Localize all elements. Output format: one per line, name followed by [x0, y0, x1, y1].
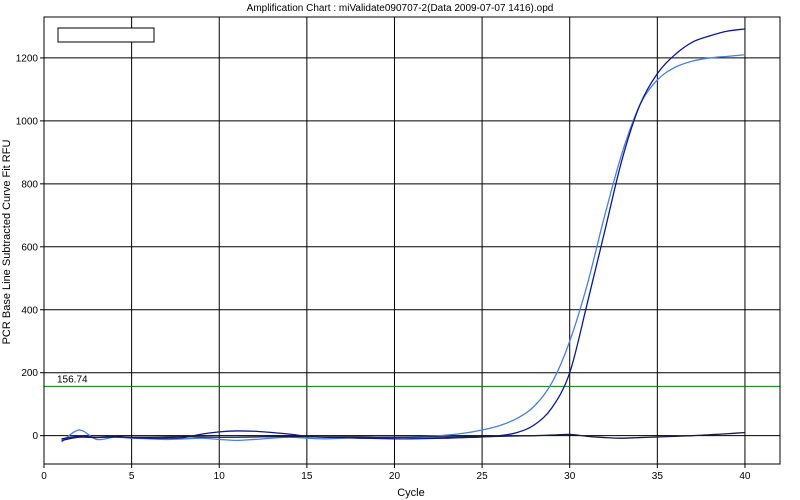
y-tick-label: 0 [32, 431, 38, 442]
y-tick-label: 400 [21, 305, 38, 316]
series-line-2[interactable] [61, 28, 746, 440]
x-tick-label: 35 [652, 471, 664, 482]
series-group [61, 28, 746, 443]
y-axis-label: PCR Base Line Subtracted Curve Fit RFU [1, 140, 13, 345]
y-tick-label: 200 [21, 368, 38, 379]
x-tick-label: 30 [564, 471, 576, 482]
x-tick-label: 15 [301, 471, 313, 482]
x-tick-label: 5 [129, 471, 135, 482]
y-tick-label: 1200 [16, 53, 39, 64]
grid [44, 17, 780, 464]
x-tick-label: 40 [739, 471, 751, 482]
legend-box [57, 27, 155, 43]
y-tick-label: 800 [21, 179, 38, 190]
plot-frame [43, 16, 781, 465]
x-axis-label: Cycle [397, 487, 425, 499]
threshold-label: 156.74 [57, 374, 88, 385]
threshold-group: 156.74 [44, 374, 780, 387]
y-tick-label: 600 [21, 242, 38, 253]
x-tick-label: 25 [477, 471, 489, 482]
y-tick-label: 1000 [16, 116, 39, 127]
series-line-3[interactable] [61, 431, 745, 442]
x-tick-label: 10 [214, 471, 226, 482]
x-tick-label: 0 [41, 471, 47, 482]
chart-title: Amplification Chart : miValidate090707-2… [247, 3, 554, 14]
x-tick-label: 20 [389, 471, 401, 482]
